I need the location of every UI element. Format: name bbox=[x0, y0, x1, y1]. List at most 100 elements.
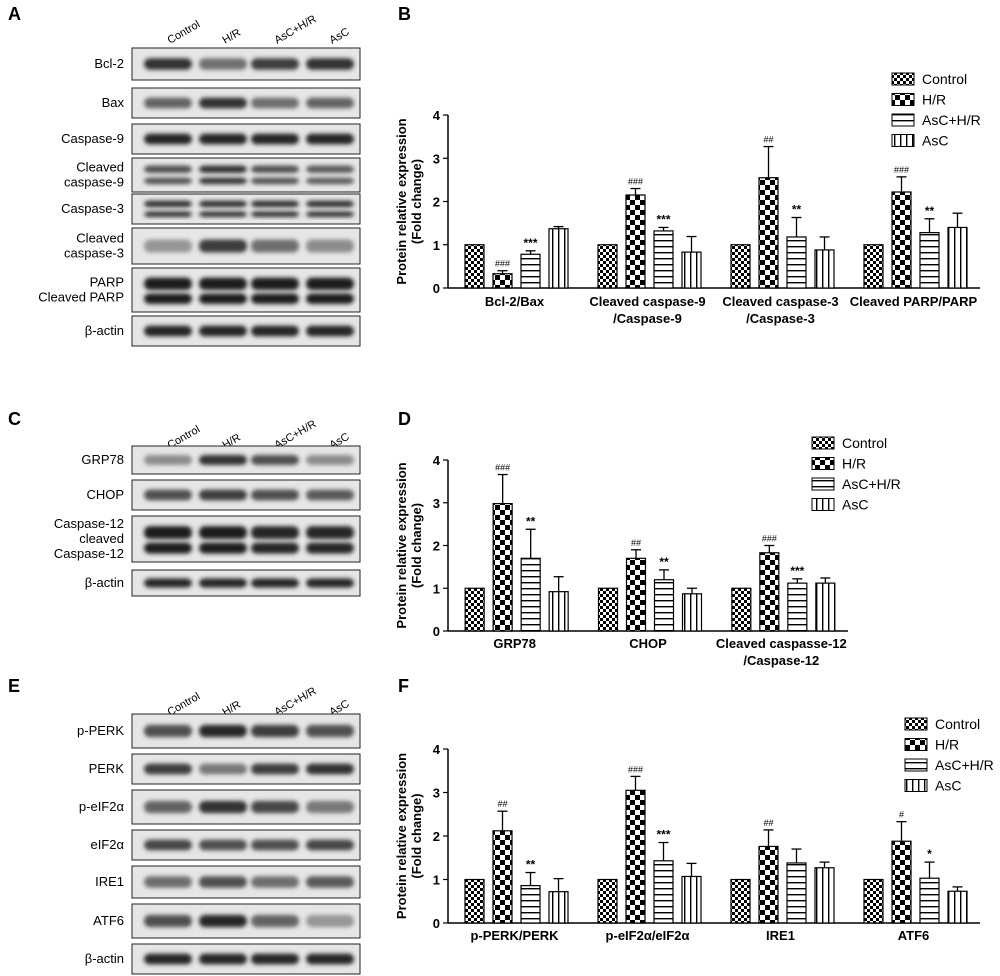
significance-mark: ### bbox=[628, 764, 643, 774]
blot-band bbox=[306, 876, 354, 888]
category-label: GRP78 bbox=[493, 636, 536, 651]
bar-asc-h-r bbox=[786, 862, 807, 924]
y-tick-label: 0 bbox=[433, 624, 440, 639]
y-tick-label: 2 bbox=[433, 829, 440, 844]
blot-band bbox=[251, 724, 299, 738]
significance-mark: ** bbox=[526, 514, 536, 528]
blot-band bbox=[251, 277, 299, 290]
panel-letter: B bbox=[398, 4, 411, 24]
blot-band bbox=[144, 526, 192, 539]
blot-band bbox=[251, 542, 299, 554]
blot-band bbox=[251, 165, 299, 173]
blot-row: eIF2α bbox=[90, 829, 361, 861]
y-tick-label: 4 bbox=[433, 742, 441, 757]
y-tick-label: 3 bbox=[433, 151, 440, 166]
blot-row-label: eIF2α bbox=[90, 837, 124, 852]
blot-band bbox=[306, 839, 354, 851]
blot-band bbox=[306, 914, 354, 928]
significance-mark: *** bbox=[790, 564, 804, 578]
western-blot-layer: A Control H/R AsC+H/R AsC Bcl-2 Bax Caspase-9 Cl… bbox=[8, 4, 361, 975]
blot-band bbox=[306, 133, 354, 145]
legend-swatch bbox=[891, 113, 915, 127]
legend-label: H/R bbox=[935, 737, 959, 753]
blot-row: ATF6 bbox=[93, 903, 361, 939]
y-axis-label: Protein relative expression bbox=[394, 462, 409, 628]
bar-control bbox=[863, 878, 884, 924]
blot-band bbox=[144, 800, 192, 814]
blot-band bbox=[306, 239, 354, 253]
bar-h-r bbox=[492, 503, 513, 632]
blot-band bbox=[144, 133, 192, 145]
bar-asc bbox=[947, 890, 968, 924]
category-label: /Caspase-12 bbox=[743, 653, 819, 668]
blot-row: GRP78 bbox=[81, 445, 361, 475]
blot-row: β-actin bbox=[85, 315, 361, 347]
blot-band bbox=[199, 165, 247, 173]
bar-asc bbox=[548, 891, 569, 924]
blot-band bbox=[144, 876, 192, 888]
y-tick-label: 1 bbox=[433, 238, 440, 253]
blot-band bbox=[251, 953, 299, 965]
blot-band bbox=[306, 526, 354, 539]
blot-band bbox=[199, 526, 247, 539]
blot-row-label: β-actin bbox=[85, 323, 124, 338]
blot-band bbox=[306, 325, 354, 337]
blot-row-label: p-PERK bbox=[77, 723, 124, 738]
legend-label: AsC+H/R bbox=[922, 112, 981, 128]
blot-band bbox=[199, 277, 247, 290]
blot-band bbox=[144, 578, 192, 588]
blot-band bbox=[199, 724, 247, 738]
legend-label: Control bbox=[842, 435, 887, 451]
blot-band bbox=[306, 165, 354, 173]
panel-letter: D bbox=[398, 409, 411, 429]
significance-mark: ** bbox=[526, 858, 536, 872]
significance-mark: ** bbox=[792, 203, 802, 217]
blot-row-label: IRE1 bbox=[95, 874, 124, 889]
legend-label: AsC bbox=[922, 133, 948, 149]
y-axis-label: (Fold change) bbox=[409, 159, 424, 244]
bar-asc-h-r bbox=[653, 579, 675, 632]
bar-asc bbox=[548, 228, 569, 289]
blot-band bbox=[306, 724, 354, 738]
blot-row-label: caspase-3 bbox=[64, 246, 124, 261]
y-tick-label: 1 bbox=[433, 581, 440, 596]
legend: Control H/R AsC+H/R AsC bbox=[904, 716, 994, 794]
legend: Control H/R AsC+H/R AsC bbox=[811, 435, 901, 513]
blot-band bbox=[199, 200, 247, 208]
blot-row: Caspase-9 bbox=[61, 123, 361, 155]
bar-asc-h-r bbox=[520, 884, 541, 924]
blot-band bbox=[199, 58, 247, 70]
blot-band bbox=[306, 211, 354, 218]
blot-band bbox=[251, 578, 299, 588]
legend-label: AsC+H/R bbox=[842, 476, 901, 492]
blot-band bbox=[306, 489, 354, 501]
blot-band bbox=[199, 177, 247, 185]
legend-swatch bbox=[891, 93, 915, 106]
blot-band bbox=[251, 58, 299, 70]
blot-band bbox=[199, 133, 247, 145]
significance-mark: ### bbox=[495, 259, 510, 269]
bar-asc bbox=[681, 251, 702, 289]
blot-row-label: Cleaved bbox=[76, 160, 124, 175]
blot-band bbox=[144, 239, 192, 253]
panel-letter: A bbox=[8, 4, 21, 24]
blot-row-label: β-actin bbox=[85, 575, 124, 590]
blot-row: p-eIF2α bbox=[79, 789, 361, 825]
bar-asc-h-r bbox=[520, 557, 541, 632]
category-label: /Caspase-3 bbox=[746, 311, 815, 326]
blot-row-label: p-eIF2α bbox=[79, 799, 125, 814]
category-label: Cleaved caspase-9 bbox=[589, 294, 705, 309]
blot-band bbox=[199, 325, 247, 337]
y-axis-label: Protein relative expression bbox=[394, 118, 409, 284]
blot-row-label: cleaved bbox=[79, 531, 124, 546]
category-label: Cleaved caspasse-12 bbox=[716, 636, 847, 651]
bar-h-r bbox=[625, 557, 647, 632]
category-label: /Caspase-9 bbox=[613, 311, 682, 326]
category-label: p-eIF2α/eIF2α bbox=[606, 928, 690, 943]
legend-swatch bbox=[904, 779, 928, 792]
blot-band bbox=[144, 724, 192, 738]
blot-strip bbox=[131, 157, 361, 193]
